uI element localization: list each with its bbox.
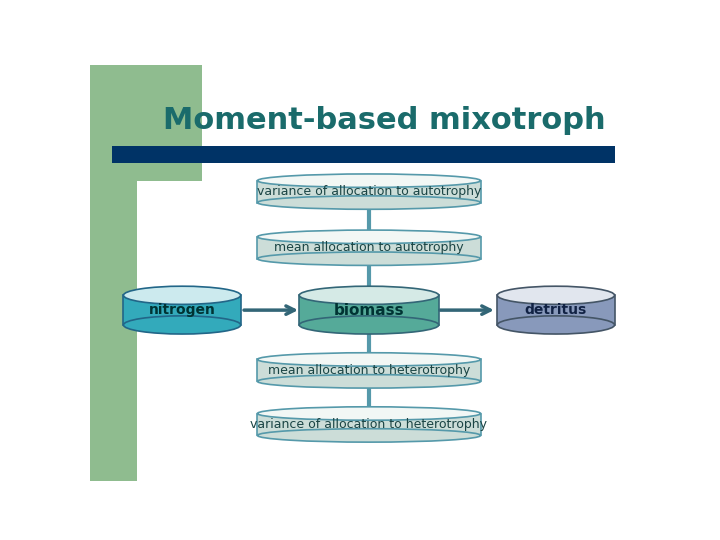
- Bar: [498, 295, 615, 325]
- Bar: [138, 65, 202, 181]
- Bar: [124, 295, 240, 325]
- Ellipse shape: [258, 252, 481, 266]
- Text: variance of allocation to heterotrophy: variance of allocation to heterotrophy: [251, 418, 487, 431]
- Ellipse shape: [498, 286, 615, 305]
- Ellipse shape: [258, 429, 481, 442]
- Text: mean allocation to heterotrophy: mean allocation to heterotrophy: [268, 364, 470, 377]
- Ellipse shape: [300, 286, 438, 305]
- Ellipse shape: [258, 353, 481, 366]
- Ellipse shape: [258, 407, 481, 420]
- Ellipse shape: [498, 316, 615, 334]
- Ellipse shape: [258, 174, 481, 187]
- Ellipse shape: [124, 316, 240, 334]
- Bar: [112, 146, 615, 163]
- Ellipse shape: [258, 230, 481, 244]
- Ellipse shape: [258, 196, 481, 210]
- Bar: [258, 181, 481, 202]
- Bar: [258, 237, 481, 259]
- Ellipse shape: [300, 316, 438, 334]
- Ellipse shape: [258, 375, 481, 388]
- Bar: [300, 295, 438, 325]
- Text: mean allocation to autotrophy: mean allocation to autotrophy: [274, 241, 464, 254]
- Text: Moment-based mixotroph: Moment-based mixotroph: [163, 106, 606, 136]
- Text: nitrogen: nitrogen: [148, 303, 215, 317]
- Ellipse shape: [124, 286, 240, 305]
- Text: detritus: detritus: [525, 303, 587, 317]
- Text: variance of allocation to autotrophy: variance of allocation to autotrophy: [257, 185, 481, 198]
- Bar: [90, 65, 138, 481]
- Text: biomass: biomass: [333, 302, 405, 318]
- Bar: [258, 414, 481, 435]
- Bar: [258, 360, 481, 381]
